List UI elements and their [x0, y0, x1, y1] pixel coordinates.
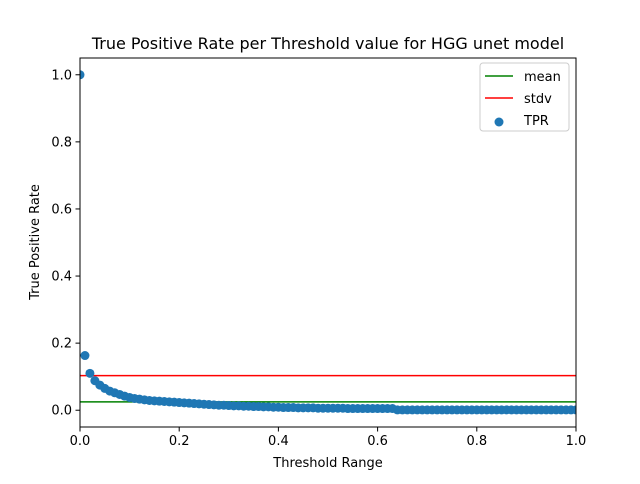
y-tick-label: 0.4: [51, 270, 72, 285]
x-tick-label: 0.4: [268, 434, 289, 449]
legend-label-TPR: TPR: [523, 114, 549, 129]
scatter-point: [80, 351, 90, 361]
y-tick-label: 0.6: [51, 202, 72, 217]
y-tick-label: 1.0: [51, 68, 72, 83]
scatter-point: [571, 405, 576, 415]
legend-swatch-TPR: [494, 117, 504, 127]
legend-box: [479, 62, 570, 132]
x-tick-label: 1.0: [566, 434, 587, 449]
y-tick-label: 0.0: [51, 404, 72, 419]
x-tick-label: 0.2: [169, 434, 190, 449]
scatter-point: [85, 368, 95, 378]
x-axis-label: Threshold Range: [272, 456, 382, 471]
y-axis-label: True Positive Rate: [28, 184, 43, 301]
x-tick-label: 0.6: [367, 434, 388, 449]
legend-label-mean: mean: [524, 70, 561, 85]
plot-area: 0.0 0.2 0.4 0.6 0.8 1.0 0.0 0.2 0.4 0.6 0.8 1.0: [51, 57, 587, 449]
legend: mean stdv TPR: [479, 62, 570, 132]
y-tick-label: 0.8: [51, 135, 72, 150]
y-tick-label: 0.2: [51, 337, 72, 352]
x-tick-label: 0.0: [70, 434, 91, 449]
x-tick-label: 0.8: [466, 434, 487, 449]
legend-label-stdv: stdv: [524, 92, 552, 107]
scatter-points: [80, 70, 576, 415]
axes-frame: [79, 57, 577, 428]
scatter-point: [80, 70, 85, 80]
chart-title: True Positive Rate per Threshold value f…: [91, 34, 564, 53]
